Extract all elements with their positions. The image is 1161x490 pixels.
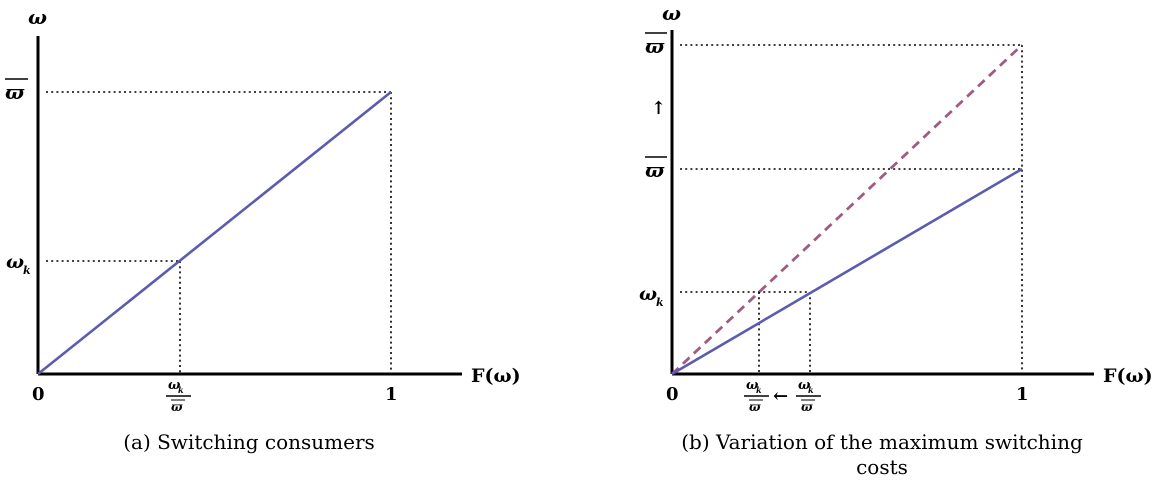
panel-b-y-axis-label: ω <box>662 1 681 25</box>
panel-b-y-label-k-sub: k <box>656 296 664 309</box>
panel-b-y-label-max-high: ϖ <box>645 34 665 58</box>
panel-b-frac-right-denominator: ϖ <box>801 400 813 414</box>
panel-b-caption-line2: costs <box>856 455 908 479</box>
panel-b-x-tick-1: 1 <box>1016 384 1029 405</box>
panel-b-dashed-line <box>671 43 1023 376</box>
panel-b-frac-right-numerator: ω <box>798 378 811 393</box>
panel-b-y-label-max: ϖ <box>645 158 665 182</box>
panel-a-frac-denominator: ϖ <box>171 400 183 414</box>
panel-a-x-axis-label: F(ω) <box>471 365 521 387</box>
panel-b-frac-left-numerator-sub: k <box>756 385 762 395</box>
panel-a-origin-label: 0 <box>32 384 45 405</box>
panel-a-distribution-line <box>37 90 392 376</box>
panel-b-x-axis-label: F(ω) <box>1103 365 1153 387</box>
panel-b-frac-right-numerator-sub: k <box>808 385 814 395</box>
panel-b-left-arrow: ← <box>773 386 788 407</box>
panel-a-x-tick-1: 1 <box>385 384 398 405</box>
panel-a-y-label-k-sub: k <box>23 264 31 277</box>
panel-b-frac-left-denominator: ϖ <box>749 400 761 414</box>
panel-b-y-label-k: ω <box>639 283 657 305</box>
panel-b-frac-left-numerator: ω <box>746 378 759 393</box>
panel-a-frac-numerator: ω <box>168 378 181 393</box>
panel-a: ω F(ω) 0 1 ϖ ω k ω k ϖ (a) Switching con… <box>5 5 521 454</box>
panel-a-y-label-max: ϖ <box>5 80 25 104</box>
panel-a-caption: (a) Switching consumers <box>123 430 375 454</box>
panel-b-up-arrow: ↑ <box>651 98 666 119</box>
panel-b-origin-label: 0 <box>666 384 679 405</box>
panel-b-caption-line1: (b) Variation of the maximum switching <box>681 430 1083 454</box>
panel-a-frac-numerator-sub: k <box>178 385 184 395</box>
panel-b: ω F(ω) 0 1 ϖ ↑ ϖ ω k ω k ϖ ← ω k ϖ (b) V… <box>639 1 1153 479</box>
panel-a-y-axis-label: ω <box>28 5 47 29</box>
panel-a-y-label-k: ω <box>6 251 24 273</box>
panel-b-solid-line <box>671 167 1023 376</box>
